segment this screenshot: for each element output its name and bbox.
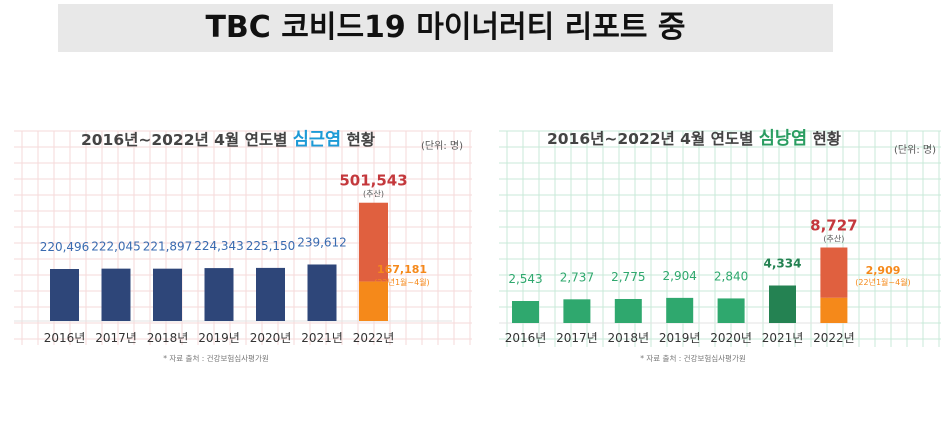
bar [769, 285, 796, 323]
category-label: 2017년 [95, 331, 137, 345]
chart-title: 2016년~2022년 4월 연도별 심낭염 현황 [547, 129, 841, 149]
bar [101, 268, 131, 321]
bar-value-label: 225,150 [246, 239, 296, 253]
category-label: 2022년 [813, 331, 855, 345]
category-label: 2016년 [44, 331, 86, 345]
bar-value-label: 4,334 [764, 257, 802, 271]
partial-value-label: 2,909 [866, 264, 901, 277]
bar-value-label: 8,727 [810, 217, 857, 235]
category-label: 2022년 [353, 331, 395, 345]
bar-value-label: 2,737 [560, 270, 594, 284]
bar-2022-estimate [359, 202, 388, 282]
bar-value-label: 2,543 [508, 272, 542, 286]
bar [563, 299, 591, 323]
chart-panel-pericarditis: 2016년~2022년 4월 연도별 심낭염 현황 (단위: 명) 2,543 201… [499, 125, 941, 365]
chart-title: 2016년~2022년 4월 연도별 심근염 현황 [81, 130, 375, 150]
category-label: 2021년 [762, 331, 804, 345]
chart-pericarditis: 2016년~2022년 4월 연도별 심낭염 현황 (단위: 명) 2,543 201… [499, 125, 941, 365]
bar-value-label: 224,343 [194, 239, 244, 253]
category-label: 2020년 [250, 331, 292, 345]
bar [153, 268, 182, 321]
source-note: * 자료 출처 : 건강보험심사평가원 [163, 353, 269, 363]
bar [666, 297, 694, 323]
page-title: TBC 코비드19 마이너러티 리포트 중 [205, 10, 686, 45]
bar [256, 267, 285, 321]
unit-label: (단위: 명) [421, 139, 463, 152]
chart-panel-myocarditis: 2016년~2022년 4월 연도별 심근염 현황 (단위: 명) 220,496 2… [14, 121, 472, 369]
bar [204, 268, 234, 321]
bar-value-label: 222,045 [91, 240, 141, 254]
chart-background [499, 125, 941, 365]
bar [512, 301, 539, 323]
partial-period-note: (22년1월~4월) [374, 277, 429, 287]
bar-value-label: 2,904 [663, 269, 697, 283]
estimate-note: (추산) [823, 234, 844, 244]
category-label: 2019년 [659, 331, 701, 345]
bar-value-label: 2,775 [611, 270, 645, 284]
chart-title-prefix: 2016년~2022년 4월 연도별 [81, 130, 293, 149]
bar [50, 269, 79, 321]
source-note: * 자료 출처 : 건강보험심사평가원 [640, 353, 746, 363]
category-label: 2017년 [556, 331, 598, 345]
bar-2022-partial [359, 281, 388, 321]
chart-myocarditis: 2016년~2022년 4월 연도별 심근염 현황 (단위: 명)220,4962… [14, 121, 472, 369]
partial-period-note: (22년1월~4월) [855, 277, 910, 287]
chart-title-prefix: 2016년~2022년 4월 연도별 [547, 129, 759, 148]
bar-value-label: 221,897 [143, 240, 193, 254]
partial-value-label: 167,181 [377, 263, 427, 276]
bar-value-label: 239,612 [297, 235, 347, 249]
unit-label: (단위: 명) [894, 143, 936, 156]
chart-title-highlight: 심근염 [293, 130, 341, 150]
chart-title-highlight: 심낭염 [759, 129, 807, 149]
bar-value-label: 220,496 [40, 240, 90, 254]
category-label: 2018년 [608, 331, 650, 345]
category-label: 2020년 [710, 331, 752, 345]
bar [614, 298, 642, 323]
chart-background [14, 121, 472, 369]
chart-title-suffix: 현황 [807, 129, 841, 148]
bar-2022-partial [820, 297, 848, 323]
bar-value-label: 2,840 [714, 269, 748, 283]
title-banner: TBC 코비드19 마이너러티 리포트 중 [58, 4, 833, 52]
bar [307, 264, 337, 321]
category-label: 2018년 [147, 331, 189, 345]
category-label: 2016년 [505, 331, 547, 345]
bar-value-label: 501,543 [339, 172, 407, 190]
bar [717, 298, 745, 323]
category-label: 2021년 [301, 331, 343, 345]
bar-2022-estimate [820, 247, 848, 298]
category-label: 2019년 [198, 331, 240, 345]
estimate-note: (추산) [363, 189, 384, 199]
chart-title-suffix: 현황 [341, 130, 375, 149]
